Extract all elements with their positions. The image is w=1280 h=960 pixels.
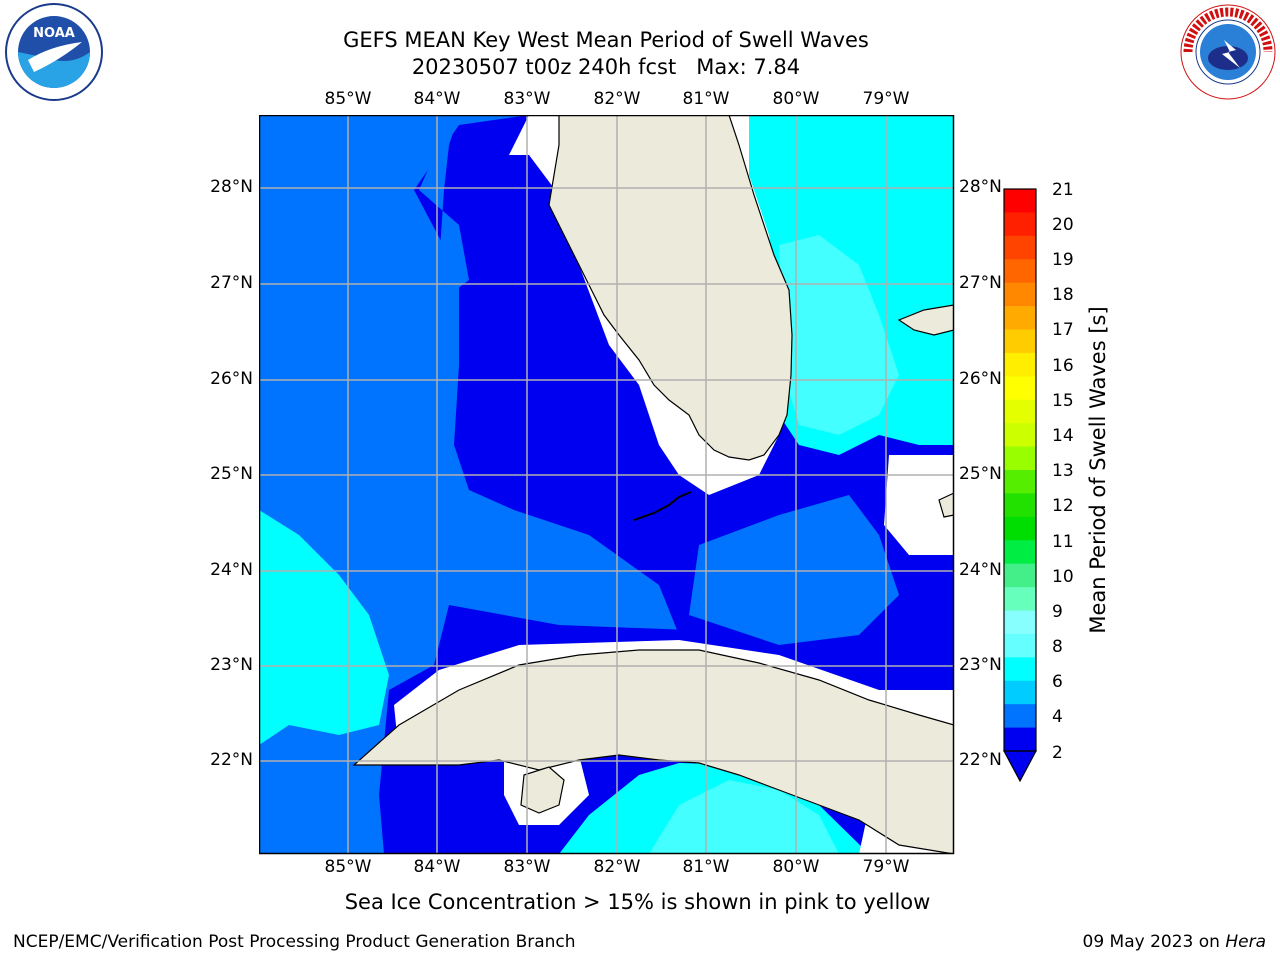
colorbar-tick: 2 <box>1052 743 1063 763</box>
colorbar-tick: 13 <box>1052 461 1074 481</box>
lat-tick-left: 27°N <box>210 273 253 293</box>
map-subtitle: 20230507 t00z 240h fcst Max: 7.84 <box>411 55 801 79</box>
graticule <box>259 115 954 854</box>
colorbar-block <box>1004 376 1036 401</box>
colorbar-block <box>1004 259 1036 284</box>
colorbar-block <box>1004 352 1036 377</box>
lon-tick-bottom: 82°W <box>593 857 641 877</box>
map-title: GEFS MEAN Key West Mean Period of Swell … <box>343 28 869 52</box>
contour-lightcyan-atlantic <box>779 235 899 435</box>
contour-lightcyan-south <box>649 780 839 854</box>
colorbar-extend-arrow <box>1003 750 1037 783</box>
lon-tick-bottom: 85°W <box>324 857 372 877</box>
land-florida-keys <box>633 491 692 521</box>
lat-tick-left: 24°N <box>210 560 253 580</box>
colorbar-block <box>1004 493 1036 518</box>
colorbar-block <box>1004 587 1036 611</box>
nodata-bahamas <box>884 455 954 555</box>
colorbar-tick: 11 <box>1052 532 1074 552</box>
lon-tick-bottom: 79°W <box>862 857 910 877</box>
colorbar-block <box>1004 516 1036 541</box>
contour-mid-east <box>689 495 899 645</box>
colorbar-tick: 9 <box>1052 602 1063 622</box>
svg-text:NOAA: NOAA <box>33 26 75 41</box>
nws-logo <box>1180 4 1276 100</box>
colorbar-tick: 18 <box>1052 285 1074 305</box>
lon-tick-top: 82°W <box>593 89 641 109</box>
colorbar-block <box>1004 212 1036 237</box>
colorbar-block <box>1004 446 1036 471</box>
contour-mid-north <box>419 115 469 295</box>
lat-tick-right: 22°N <box>959 750 1002 770</box>
land-grand-bahama <box>897 304 954 336</box>
colorbar-block <box>1004 563 1036 588</box>
lon-tick-bottom: 80°W <box>772 857 820 877</box>
lon-tick-top: 85°W <box>324 89 372 109</box>
colorbar-block <box>1004 189 1036 213</box>
footer-date: 09 May 2023 on Hera <box>1083 932 1267 952</box>
footer-branch: NCEP/EMC/Verification Post Processing Pr… <box>13 932 576 952</box>
colorbar-frame <box>1003 188 1037 752</box>
lat-tick-right: 23°N <box>959 655 1002 675</box>
land-isla-juventud <box>520 766 565 814</box>
lat-tick-right: 27°N <box>959 273 1002 293</box>
lon-tick-top: 79°W <box>862 89 910 109</box>
footer-host: Hera <box>1225 932 1266 952</box>
colorbar-block <box>1004 235 1036 260</box>
lon-tick-bottom: 84°W <box>413 857 461 877</box>
noaa-logo: NOAA <box>5 3 103 101</box>
colorbar-tick: 19 <box>1052 250 1074 270</box>
colorbar-block <box>1004 399 1036 424</box>
land-andros <box>938 492 954 518</box>
colorbar-block <box>1004 680 1036 705</box>
lon-tick-bottom: 81°W <box>682 857 730 877</box>
lon-tick-top: 83°W <box>503 89 551 109</box>
lat-tick-left: 23°N <box>210 655 253 675</box>
lon-tick-top: 80°W <box>772 89 820 109</box>
colorbar-block <box>1004 329 1036 354</box>
lat-tick-right: 26°N <box>959 369 1002 389</box>
colorbar-block <box>1004 657 1036 682</box>
lat-tick-left: 25°N <box>210 464 253 484</box>
colorbar-tick: 14 <box>1052 426 1074 446</box>
colorbar-tick: 12 <box>1052 496 1074 516</box>
colorbar-block <box>1004 423 1036 448</box>
colorbar-block <box>1004 282 1036 307</box>
lat-tick-left: 26°N <box>210 369 253 389</box>
colorbar-tick: 16 <box>1052 356 1074 376</box>
colorbar-block <box>1004 727 1036 752</box>
map-frame <box>259 115 955 855</box>
colorbar <box>1003 188 1037 783</box>
lat-tick-right: 25°N <box>959 464 1002 484</box>
map-panel <box>259 115 955 855</box>
colorbar-tick: 15 <box>1052 391 1074 411</box>
footer-date-text: 09 May 2023 on <box>1082 932 1226 952</box>
colorbar-tick: 21 <box>1052 180 1074 200</box>
lat-tick-right: 28°N <box>959 177 1002 197</box>
lat-tick-left: 22°N <box>210 750 253 770</box>
lon-tick-top: 84°W <box>413 89 461 109</box>
colorbar-block <box>1004 610 1036 635</box>
lon-tick-top: 81°W <box>682 89 730 109</box>
land-cuba <box>352 649 954 854</box>
colorbar-block <box>1004 633 1036 658</box>
colorbar-block <box>1004 470 1036 494</box>
colorbar-block <box>1004 306 1036 330</box>
colorbar-tick: 10 <box>1052 567 1074 587</box>
lat-tick-left: 28°N <box>210 177 253 197</box>
colorbar-tick: 6 <box>1052 672 1063 692</box>
colorbar-block <box>1004 704 1036 729</box>
sea-ice-note: Sea Ice Concentration > 15% is shown in … <box>344 890 931 914</box>
colorbar-tick: 8 <box>1052 637 1063 657</box>
contour-cyan-southwest <box>259 510 389 745</box>
colorbar-tick: 4 <box>1052 707 1063 727</box>
colorbar-tick: 17 <box>1052 320 1074 340</box>
lat-tick-right: 24°N <box>959 560 1002 580</box>
colorbar-block <box>1004 540 1036 565</box>
colorbar-tick: 20 <box>1052 215 1074 235</box>
colorbar-label: Mean Period of Swell Waves [s] <box>1086 306 1110 634</box>
lon-tick-bottom: 83°W <box>503 857 551 877</box>
